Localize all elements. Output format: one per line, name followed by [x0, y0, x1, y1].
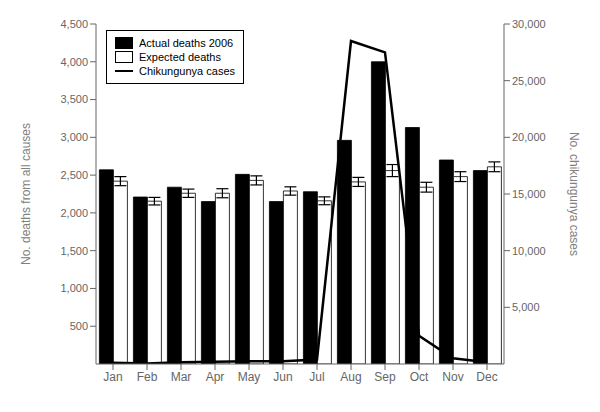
svg-text:Sep: Sep [374, 370, 396, 384]
html-text:Actual deaths 2006: Actual deaths 2006 [139, 37, 234, 49]
svg-text:Feb: Feb [137, 370, 158, 384]
svg-text:15,000: 15,000 [512, 188, 546, 200]
html-text:Expected deaths: Expected deaths [139, 51, 221, 63]
svg-text:No. deaths from all causes: No. deaths from all causes [19, 123, 33, 265]
svg-text:500: 500 [70, 320, 88, 332]
svg-text:10,000: 10,000 [512, 245, 546, 257]
svg-text:1,000: 1,000 [60, 282, 88, 294]
svg-text:Apr: Apr [206, 370, 225, 384]
svg-text:5,000: 5,000 [512, 301, 540, 313]
svg-text:2,500: 2,500 [60, 169, 88, 181]
svg-text:Jan: Jan [103, 370, 122, 384]
svg-text:3,000: 3,000 [60, 131, 88, 143]
svg-text:1,500: 1,500 [60, 245, 88, 257]
svg-text:30,000: 30,000 [512, 18, 546, 30]
svg-text:May: May [238, 370, 261, 384]
svg-text:25,000: 25,000 [512, 75, 546, 87]
svg-text:Dec: Dec [476, 370, 497, 384]
svg-text:Jun: Jun [273, 370, 292, 384]
svg-text:3,500: 3,500 [60, 93, 88, 105]
svg-text:20,000: 20,000 [512, 131, 546, 143]
svg-text:Aug: Aug [340, 370, 361, 384]
svg-text:No. chikungunya cases: No. chikungunya cases [567, 132, 581, 256]
html-text:Chikungunya cases: Chikungunya cases [139, 65, 235, 77]
svg-text:Nov: Nov [442, 370, 463, 384]
svg-text:Mar: Mar [171, 370, 192, 384]
svg-text:4,500: 4,500 [60, 18, 88, 30]
svg-text:2,000: 2,000 [60, 207, 88, 219]
svg-text:Oct: Oct [410, 370, 429, 384]
svg-text:4,000: 4,000 [60, 56, 88, 68]
svg-text:Jul: Jul [309, 370, 324, 384]
